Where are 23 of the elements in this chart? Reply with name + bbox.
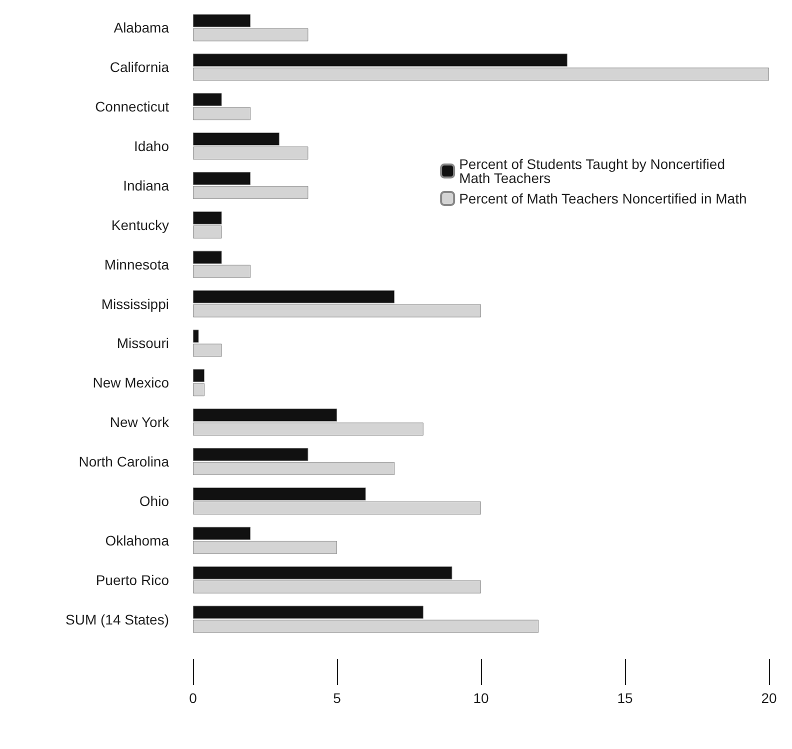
y-tick-label: Oklahoma [105, 532, 170, 548]
y-tick-label: Connecticut [95, 98, 170, 115]
y-tick-label: Minnesota [104, 256, 170, 272]
y-tick-label: California [110, 59, 170, 76]
y-tick-label: New York [110, 414, 170, 430]
x-tick-label: 20 [761, 690, 777, 706]
y-tick-label: Indiana [123, 177, 170, 194]
y-tick-label: Alabama [114, 20, 170, 36]
y-tick-label: Kentucky [111, 216, 169, 233]
y-tick-label: Idaho [134, 138, 170, 154]
y-tick-label: Ohio [139, 492, 170, 509]
y-tick-label: SUM (14 States) [66, 611, 169, 628]
x-tick-label: 0 [189, 690, 198, 706]
y-tick-label: Puerto Rico [96, 572, 170, 588]
y-tick-label: New Mexico [92, 374, 170, 391]
legend-label: Percent of Students Taught by Noncertified Math Teachers [459, 156, 729, 186]
y-tick-label: North Carolina [78, 454, 170, 470]
y-tick-label: Missouri [116, 335, 169, 352]
y-tick-label: Mississippi [101, 296, 169, 312]
x-tick-label: 5 [333, 690, 342, 706]
x-tick-label: 15 [617, 690, 633, 706]
x-tick-label: 10 [473, 690, 489, 706]
legend-label: Percent of Math Teachers Noncertified in Math [459, 190, 747, 206]
